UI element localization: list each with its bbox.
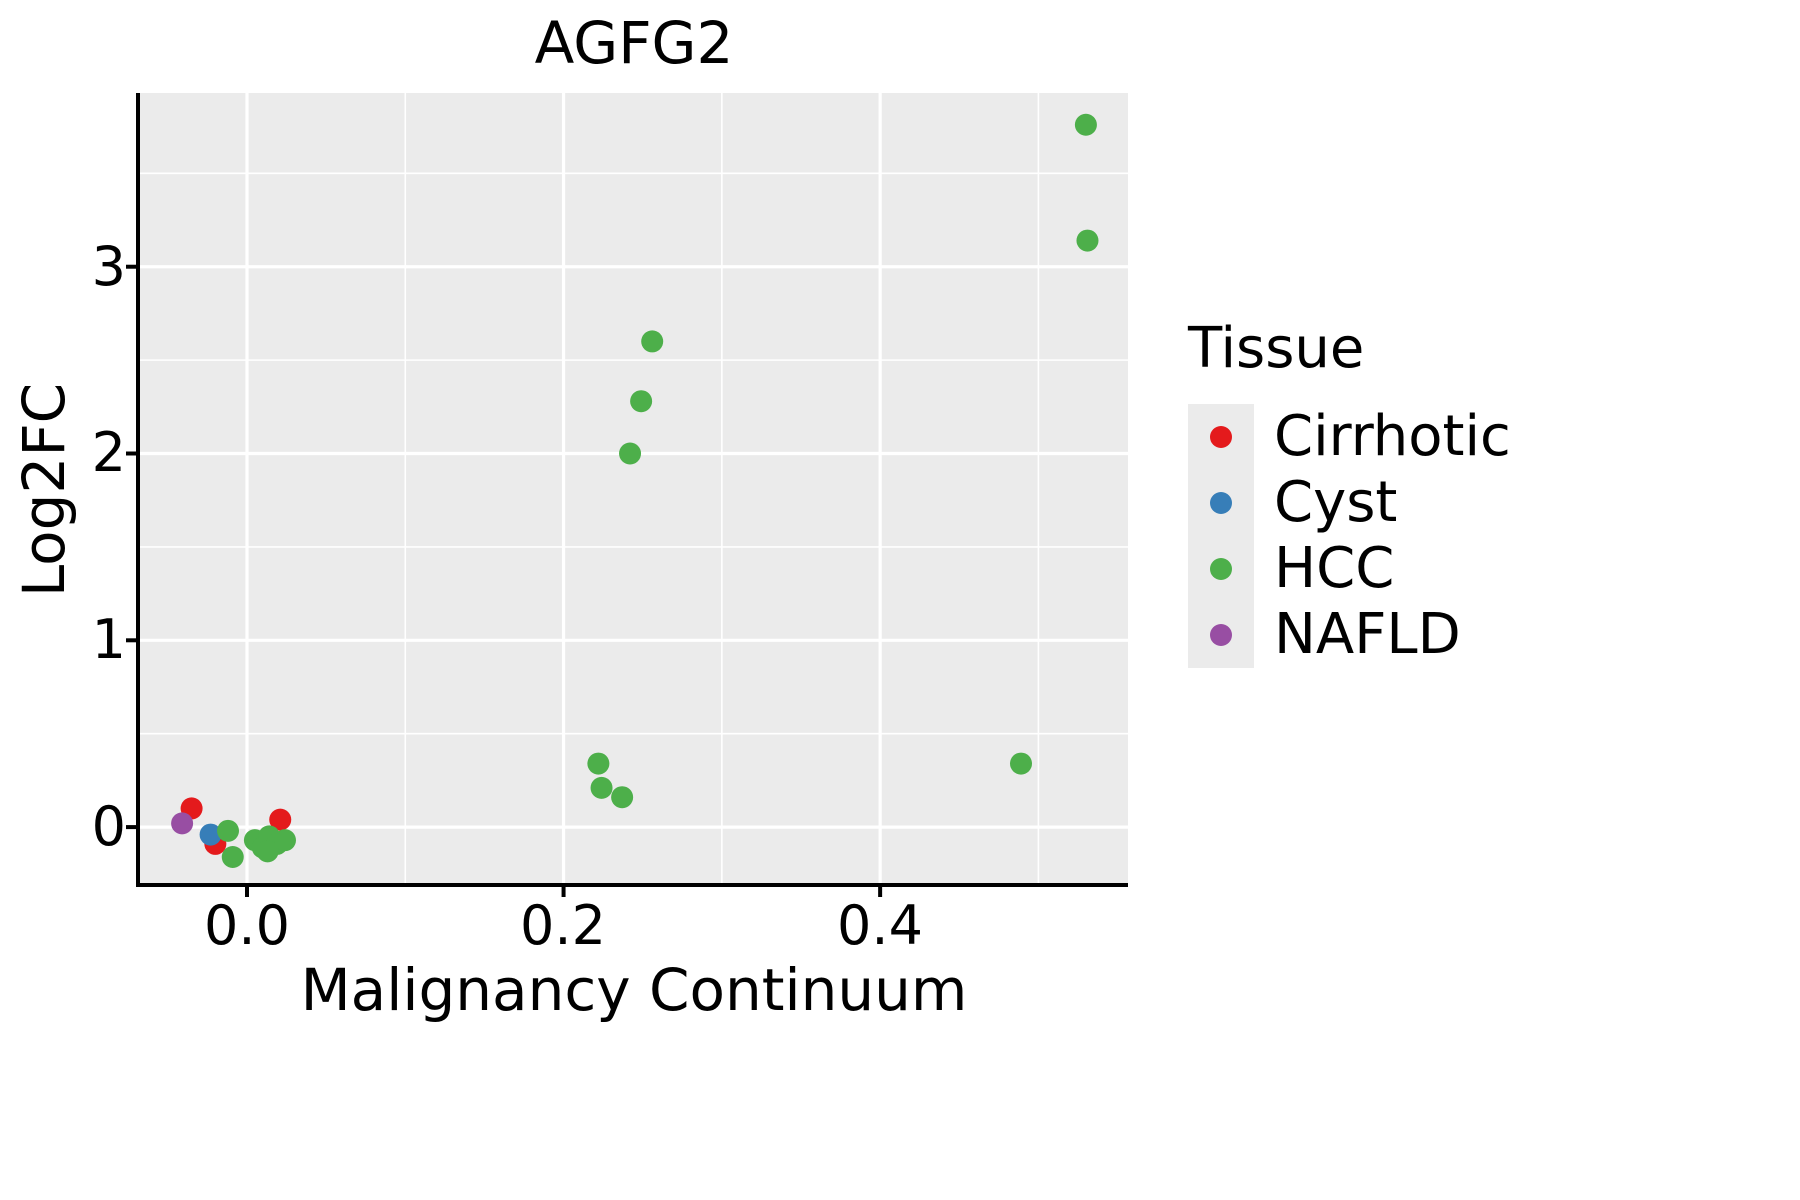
x-axis-label: Malignancy Continuum [300, 956, 968, 1024]
cirrhotic-dot-icon [1210, 426, 1232, 448]
legend-key-nafld [1188, 602, 1254, 668]
legend-label-cyst: Cyst [1274, 470, 1398, 535]
legend-label-nafld: NAFLD [1274, 602, 1461, 667]
plot-title: AGFG2 [534, 9, 734, 77]
legend-label-hcc: HCC [1274, 536, 1395, 601]
legend-item-hcc: HCC [1188, 536, 1511, 602]
legend-key-cirrhotic [1188, 404, 1254, 470]
legend-title: Tissue [1188, 316, 1365, 381]
legend-key-cyst [1188, 470, 1254, 536]
hcc-dot-icon [1210, 558, 1232, 580]
x-tick-label-1: 0.2 [520, 894, 606, 957]
x-tick-label-2: 0.4 [837, 894, 923, 957]
legend-item-cyst: Cyst [1188, 470, 1511, 536]
y-tick-label-2: 2 [91, 421, 126, 484]
x-tick-label-0: 0.0 [204, 894, 290, 957]
y-axis-label: Log2FC [10, 382, 78, 598]
cyst-dot-icon [1210, 492, 1232, 514]
y-tick-label-3: 3 [91, 235, 126, 298]
y-tick-label-0: 0 [91, 795, 126, 858]
legend-label-cirrhotic: Cirrhotic [1274, 404, 1511, 469]
legend-item-nafld: NAFLD [1188, 602, 1511, 668]
legend: Tissue Cirrhotic Cyst HCC NAFLD [1188, 318, 1511, 668]
legend-key-hcc [1188, 536, 1254, 602]
y-tick-label-1: 1 [91, 608, 126, 671]
nafld-dot-icon [1210, 624, 1232, 646]
legend-item-cirrhotic: Cirrhotic [1188, 404, 1511, 470]
